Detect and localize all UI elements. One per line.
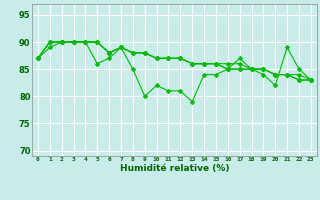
X-axis label: Humidité relative (%): Humidité relative (%) [120,164,229,173]
